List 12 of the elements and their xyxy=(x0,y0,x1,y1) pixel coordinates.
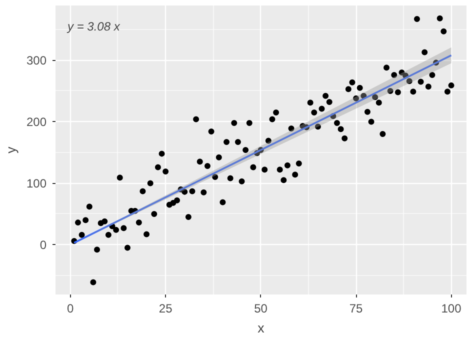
x-tick-label: 0 xyxy=(67,302,74,316)
x-tick-label: 75 xyxy=(349,302,364,316)
y-tick-label: 0 xyxy=(40,238,47,252)
y-tick-label: 100 xyxy=(26,176,47,191)
annotation: y = 3.08 x xyxy=(66,20,121,34)
y-axis-title: y xyxy=(3,146,18,154)
x-tick-label: 50 xyxy=(254,302,268,316)
x-tick-label: 25 xyxy=(158,302,173,316)
y-tick-label: 300 xyxy=(26,54,47,68)
x-axis-title: x xyxy=(258,320,265,336)
y-tick-label: 200 xyxy=(26,115,47,130)
x-tick-label: 100 xyxy=(441,302,462,316)
